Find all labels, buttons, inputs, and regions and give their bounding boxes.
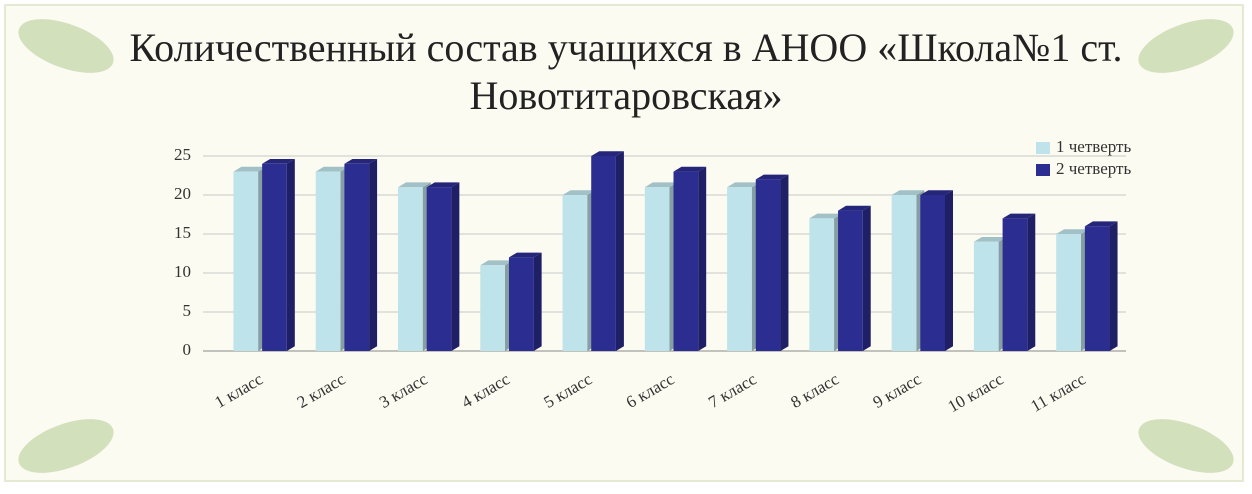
bar (973, 241, 999, 351)
x-tick-label: 8 класс (787, 369, 842, 412)
bar-top (398, 182, 431, 188)
bar-top (315, 166, 349, 172)
bar-top (233, 166, 267, 172)
bar (809, 218, 835, 351)
x-tick-label: 3 класс (376, 369, 431, 412)
bar (673, 171, 699, 351)
bar (591, 156, 616, 351)
bar-side (862, 205, 871, 351)
bar-top (1002, 213, 1036, 219)
bar (426, 187, 452, 351)
bar-side (533, 252, 542, 351)
x-tick-label: 9 класс (870, 369, 925, 412)
bar (508, 257, 534, 351)
legend-label: 2 четверть (1056, 159, 1131, 178)
bar-top (480, 260, 513, 266)
bar-top (562, 190, 596, 195)
bar (838, 210, 863, 351)
bar (644, 187, 670, 351)
bar-side (615, 151, 624, 351)
bar-side (369, 159, 378, 351)
x-tick-label: 5 класс (541, 369, 596, 412)
bar (1056, 234, 1081, 351)
bar-top (344, 159, 378, 164)
bar (480, 265, 505, 351)
bar-top (809, 213, 843, 219)
bar-top (673, 166, 707, 172)
bar-side (698, 166, 707, 351)
bar-side (1027, 213, 1036, 351)
x-tick-label: 1 класс (211, 369, 266, 412)
bar-top (891, 190, 925, 195)
bar (233, 171, 259, 351)
bar-top (644, 182, 678, 188)
x-tick-label: 4 класс (458, 369, 513, 412)
y-tick-label: 20 (174, 184, 191, 203)
bar-top (1056, 229, 1089, 234)
slide: 0 5 10 15 20 25 1 класс 2 класс 3 класс 4 класс 5 … (4, 4, 1244, 482)
bar-top (920, 190, 953, 195)
bar (262, 163, 287, 351)
x-tick-label: 2 класс (294, 369, 349, 412)
bar-top (1084, 221, 1118, 227)
bar-top (973, 237, 1007, 242)
bar (1002, 218, 1028, 351)
x-tick-label: 10 класс (945, 369, 1007, 416)
bar-side (1109, 221, 1118, 351)
bar-side (945, 190, 953, 351)
bar (727, 187, 752, 351)
bar (1084, 226, 1110, 351)
bar (562, 195, 588, 351)
x-tick-label: 11 класс (1027, 369, 1089, 416)
bar-top (838, 205, 871, 211)
legend-swatch (1036, 164, 1050, 176)
y-tick-label: 15 (174, 223, 191, 242)
decor (18, 19, 1234, 473)
y-tick-label: 10 (174, 262, 191, 281)
x-tick-label: 7 класс (705, 369, 760, 412)
bar-top (426, 182, 460, 188)
bar (891, 195, 917, 351)
bar-top (262, 159, 295, 164)
bar (315, 171, 341, 351)
bar-side (286, 159, 295, 351)
x-tick-label: 6 класс (623, 369, 678, 412)
legend-label: 1 четверть (1056, 137, 1131, 156)
bar (398, 187, 423, 351)
bar-side (780, 174, 789, 351)
bar (755, 179, 781, 351)
legend-swatch (1036, 142, 1050, 154)
bar-side (451, 182, 460, 351)
chart-title: Количественный состав учащихся в АНОО «Ш… (129, 25, 1123, 118)
bar-top (727, 182, 760, 188)
bar-top (591, 151, 624, 156)
bar (344, 163, 370, 351)
bar-top (755, 174, 789, 180)
bar-top (508, 252, 542, 258)
chart: 0 5 10 15 20 25 1 класс 2 класс 3 класс 4 класс 5 … (18, 19, 1234, 473)
y-tick-label: 0 (183, 340, 192, 359)
y-tick-label: 25 (174, 145, 191, 164)
y-tick-label: 5 (183, 301, 192, 320)
bar (920, 195, 945, 351)
